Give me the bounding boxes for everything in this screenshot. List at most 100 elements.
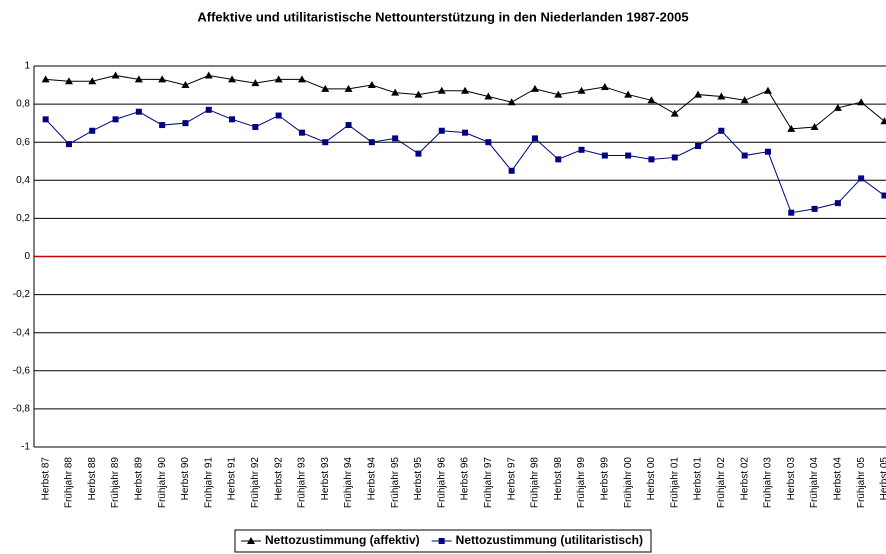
point — [65, 141, 72, 148]
x-tick-label: Frühjahr 02 — [716, 457, 727, 509]
point — [275, 112, 282, 119]
x-tick-label: Herbst 99 — [599, 457, 610, 501]
point — [321, 84, 330, 92]
point — [42, 116, 49, 123]
point — [508, 167, 515, 174]
x-tick-label: Frühjahr 92 — [250, 457, 261, 509]
y-tick-label: -1 — [21, 442, 30, 453]
point — [600, 82, 609, 90]
point — [648, 156, 655, 163]
point — [624, 90, 633, 98]
x-tick-label: Frühjahr 91 — [203, 457, 214, 509]
point — [181, 81, 190, 89]
point — [344, 84, 353, 92]
point — [134, 75, 143, 83]
y-tick-label: 1 — [24, 61, 30, 72]
point — [368, 139, 375, 146]
point — [462, 129, 469, 136]
x-tick-label: Frühjahr 00 — [623, 457, 634, 509]
x-tick-label: Frühjahr 04 — [809, 457, 820, 509]
x-tick-label: Herbst 94 — [366, 457, 377, 501]
point — [881, 192, 886, 199]
x-tick-label: Herbst 02 — [739, 457, 750, 501]
x-tick-label: Herbst 95 — [413, 457, 424, 501]
point — [204, 71, 213, 79]
point — [484, 92, 493, 100]
x-tick-label: Frühjahr 97 — [483, 457, 494, 509]
x-tick-label: Herbst 03 — [786, 457, 797, 501]
point — [740, 96, 749, 104]
x-tick-label: Herbst 91 — [227, 457, 238, 501]
point — [530, 84, 539, 92]
point — [89, 127, 96, 134]
x-tick-label: Herbst 98 — [553, 457, 564, 501]
x-tick-label: Herbst 96 — [460, 457, 471, 501]
point — [252, 123, 259, 130]
x-tick-label: Herbst 97 — [506, 457, 517, 501]
x-tick-label: Frühjahr 03 — [763, 457, 774, 509]
x-tick-label: Frühjahr 05 — [856, 457, 867, 509]
series-line — [45, 109, 885, 214]
point — [671, 154, 678, 161]
x-tick-label: Frühjahr 98 — [530, 457, 541, 509]
y-tick-label: 0,2 — [16, 213, 30, 224]
point — [858, 175, 865, 182]
point — [64, 77, 73, 85]
point — [392, 135, 399, 142]
point — [111, 71, 120, 79]
point — [601, 152, 608, 159]
point — [415, 150, 422, 157]
point — [695, 143, 702, 150]
y-tick-label: 0 — [24, 251, 30, 262]
point — [414, 90, 423, 98]
legend-marker — [438, 538, 445, 544]
point — [741, 152, 748, 159]
point — [205, 106, 212, 113]
point — [555, 156, 562, 163]
point — [554, 90, 563, 98]
point — [367, 81, 376, 89]
x-tick-label: Frühjahr 90 — [157, 457, 168, 509]
x-tick-label: Frühjahr 94 — [343, 457, 354, 509]
point — [764, 148, 771, 155]
point — [135, 108, 142, 115]
legend-marker — [246, 537, 255, 544]
point — [229, 116, 236, 123]
y-tick-label: -0,8 — [13, 404, 31, 415]
point — [298, 129, 305, 136]
point — [811, 205, 818, 212]
series-line — [45, 75, 885, 130]
point — [158, 75, 167, 83]
x-tick-label: Herbst 93 — [320, 457, 331, 501]
legend-label: Nettozustimmung (utilitaristisch) — [456, 533, 643, 547]
x-tick-label: Herbst 87 — [40, 457, 51, 501]
y-tick-label: -0,2 — [13, 289, 31, 300]
point — [788, 209, 795, 216]
point — [41, 75, 50, 83]
y-tick-label: -0,4 — [13, 327, 31, 338]
point — [112, 116, 119, 123]
x-tick-label: Herbst 05 — [879, 457, 886, 501]
point — [647, 96, 656, 104]
point — [437, 86, 446, 94]
x-tick-label: Herbst 04 — [832, 457, 843, 501]
point — [228, 75, 237, 83]
point — [718, 127, 725, 134]
x-tick-label: Herbst 01 — [693, 457, 704, 501]
x-tick-label: Frühjahr 95 — [390, 457, 401, 509]
point — [507, 98, 516, 106]
y-tick-label: 0,4 — [16, 175, 30, 186]
x-tick-label: Frühjahr 96 — [436, 457, 447, 509]
point — [274, 75, 283, 83]
point — [787, 124, 796, 132]
x-tick-label: Herbst 89 — [133, 457, 144, 501]
legend-label: Nettozustimmung (affektiv) — [265, 533, 420, 547]
point — [391, 88, 400, 96]
chart-title: Affektive und utilitaristische Nettounte… — [197, 9, 688, 24]
point — [438, 127, 445, 134]
point — [834, 200, 841, 207]
x-tick-label: Herbst 90 — [180, 457, 191, 501]
y-tick-label: 0,8 — [16, 99, 30, 110]
point — [880, 117, 886, 125]
